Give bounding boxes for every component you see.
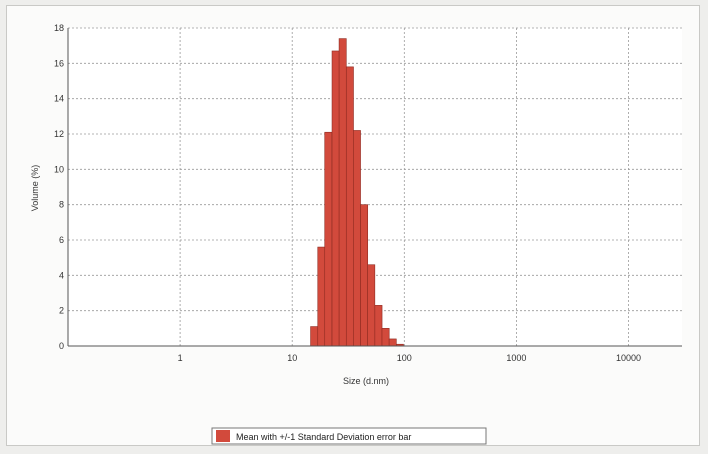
- distribution-bar: [381, 328, 390, 347]
- x-axis-label: Size (d.nm): [343, 376, 389, 386]
- distribution-bar: [345, 66, 354, 347]
- distribution-bar: [310, 326, 319, 347]
- x-tick-label: 10000: [616, 353, 641, 363]
- y-axis-label: Volume (%): [30, 165, 40, 212]
- distribution-bar: [367, 264, 376, 347]
- x-tick-label: 1: [178, 353, 183, 363]
- axes: [67, 28, 682, 347]
- distribution-bar: [374, 305, 383, 347]
- legend-swatch: [216, 430, 230, 442]
- tick-labels: 0 2 4 6 8 10 12 14 16 18 1 10 100 1000 10000: [54, 23, 641, 363]
- legend-box: [211, 427, 487, 445]
- distribution-bar: [338, 38, 347, 347]
- distribution-bar: [388, 338, 397, 347]
- y-tick-label: 12: [54, 129, 64, 139]
- y-tick-label: 4: [59, 270, 64, 280]
- x-tick-label: 100: [397, 353, 412, 363]
- distribution-bar: [317, 246, 326, 347]
- distribution-bar: [324, 131, 333, 347]
- distribution-bar: [353, 130, 361, 347]
- y-tick-label: 16: [54, 58, 64, 68]
- grid-lines: [68, 27, 682, 346]
- y-tick-label: 2: [59, 306, 64, 316]
- y-tick-label: 6: [59, 235, 64, 245]
- distribution-bar: [331, 50, 340, 347]
- legend: Mean with +/-1 Standard Deviation error …: [211, 427, 487, 445]
- y-tick-label: 18: [54, 23, 64, 33]
- x-tick-label: 10: [287, 353, 297, 363]
- distribution-bar: [360, 204, 369, 347]
- x-tick-label: 1000: [506, 353, 526, 363]
- y-tick-label: 10: [54, 164, 64, 174]
- y-tick-label: 0: [59, 341, 64, 351]
- y-tick-label: 8: [59, 200, 64, 210]
- y-tick-label: 14: [54, 94, 64, 104]
- legend-label: Mean with +/-1 Standard Deviation error …: [236, 432, 411, 442]
